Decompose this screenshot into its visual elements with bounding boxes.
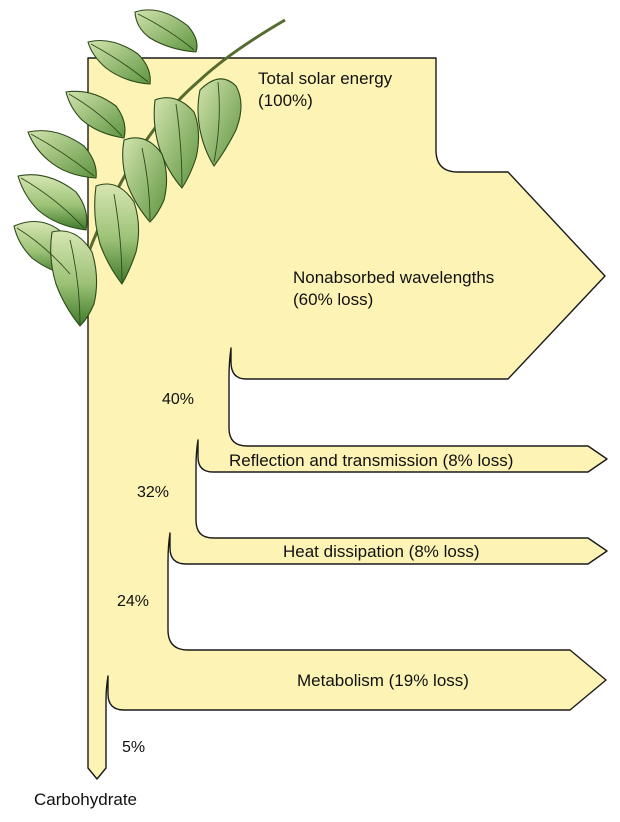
label-metabolism: Metabolism (19% loss) [297,671,469,690]
label-reflection: Reflection and transmission (8% loss) [229,451,513,470]
label-nonabsorbed: Nonabsorbed wavelengths [293,268,494,287]
label-carbohydrate: Carbohydrate [34,790,137,809]
remaining-40-percent: 40% [162,391,194,408]
label-total-solar-energy: Total solar energy [258,69,393,88]
leaf-branch-icon [13,9,286,327]
label-nonabsorbed-loss: (60% loss) [293,290,373,309]
energy-flow-band [87,57,608,780]
remaining-5-percent: 5% [122,739,145,756]
label-total-percent: (100%) [258,91,313,110]
remaining-24-percent: 24% [117,593,149,610]
remaining-32-percent: 32% [137,484,169,501]
label-heat-dissipation: Heat dissipation (8% loss) [283,542,480,561]
